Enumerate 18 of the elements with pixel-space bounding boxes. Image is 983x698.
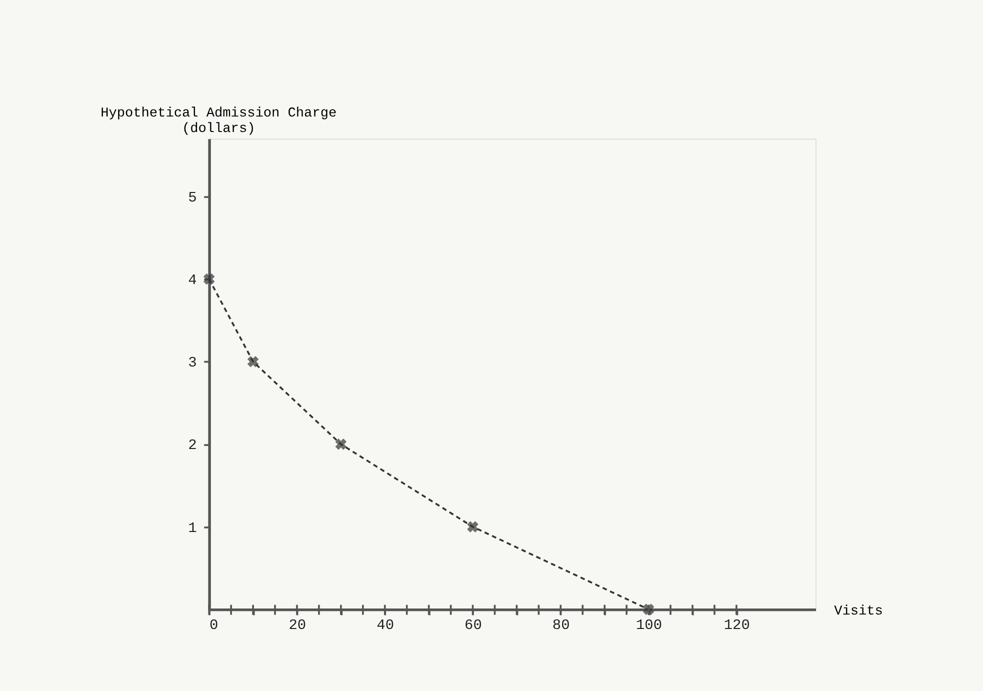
x-tick-label: 40: [376, 618, 394, 634]
point: [247, 356, 259, 368]
x-tick-label: 100: [636, 618, 662, 634]
x-tick-label: 60: [464, 618, 482, 634]
y-tick-label: 2: [188, 438, 197, 454]
y-tick-label: 5: [188, 190, 197, 206]
x-axis-title: Visits: [834, 604, 883, 620]
y-tick-label: 1: [188, 520, 197, 537]
y-tick-label: 3: [188, 356, 197, 372]
y-tick-label: 4: [188, 273, 197, 290]
x-tick-label: 20: [288, 618, 306, 634]
point: [335, 438, 347, 450]
x-tick-label: 0: [210, 618, 218, 634]
y-axis-title: Hypothetical Admission Charge (dollars): [100, 106, 337, 137]
point: [467, 521, 478, 532]
x-tick-label: 120: [724, 618, 750, 634]
x-tick-label: 80: [552, 618, 570, 634]
point: [203, 273, 215, 285]
